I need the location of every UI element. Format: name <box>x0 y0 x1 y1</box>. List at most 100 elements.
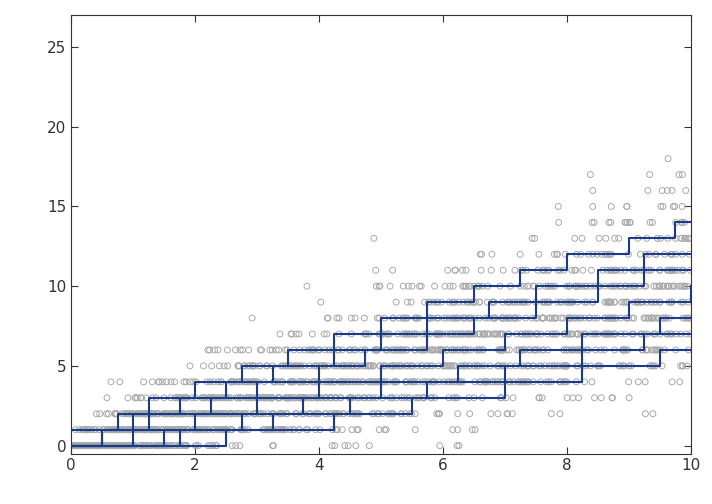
Point <box>173 410 184 418</box>
Point <box>73 442 84 450</box>
Point <box>430 330 441 338</box>
Point <box>379 378 390 386</box>
Point <box>210 442 221 450</box>
Point <box>480 314 491 322</box>
Point <box>645 266 656 274</box>
Point <box>294 346 305 354</box>
Point <box>332 426 343 434</box>
Point <box>160 410 172 418</box>
Point <box>400 362 412 370</box>
Point <box>235 394 246 402</box>
Point <box>140 426 152 434</box>
Point <box>611 282 622 290</box>
Point <box>683 234 694 242</box>
Point <box>389 378 401 386</box>
Point <box>337 362 349 370</box>
Point <box>519 346 530 354</box>
Point <box>482 282 493 290</box>
Point <box>380 330 392 338</box>
Point <box>494 282 506 290</box>
Point <box>447 426 459 434</box>
Point <box>505 282 516 290</box>
Point <box>90 442 101 450</box>
Point <box>273 394 285 402</box>
Point <box>640 250 651 259</box>
Point <box>175 426 187 434</box>
Point <box>293 394 305 402</box>
Point <box>401 378 412 386</box>
Point <box>202 410 214 418</box>
Point <box>444 314 456 322</box>
Point <box>248 410 259 418</box>
Point <box>123 442 135 450</box>
Point <box>609 266 620 274</box>
Point <box>101 394 112 402</box>
Point <box>115 426 127 434</box>
Point <box>101 442 112 450</box>
Point <box>120 426 132 434</box>
Point <box>194 426 206 434</box>
Point <box>642 330 653 338</box>
Point <box>540 282 551 290</box>
Point <box>347 362 359 370</box>
Point <box>352 394 363 402</box>
Point <box>225 410 236 418</box>
Point <box>377 378 388 386</box>
Point <box>453 298 464 306</box>
Point <box>542 298 553 306</box>
Point <box>254 362 266 370</box>
Point <box>429 282 440 290</box>
Point <box>464 394 475 402</box>
Point <box>447 330 459 338</box>
Point <box>376 330 387 338</box>
Point <box>77 442 88 450</box>
Point <box>409 346 420 354</box>
Point <box>548 314 560 322</box>
Point <box>619 266 631 274</box>
Point <box>108 442 119 450</box>
Point <box>303 394 315 402</box>
Point <box>599 346 610 354</box>
Point <box>126 442 137 450</box>
Point <box>352 410 363 418</box>
Point <box>496 378 508 386</box>
Point <box>313 410 324 418</box>
Point <box>543 378 555 386</box>
Point <box>657 282 669 290</box>
Point <box>346 362 357 370</box>
Point <box>682 314 693 322</box>
Point <box>662 266 674 274</box>
Point <box>216 426 227 434</box>
Point <box>286 330 297 338</box>
Point <box>224 410 236 418</box>
Point <box>629 282 640 290</box>
Point <box>120 442 131 450</box>
Point <box>313 410 324 418</box>
Point <box>517 298 528 306</box>
Point <box>337 426 348 434</box>
Point <box>637 346 648 354</box>
Point <box>632 234 644 242</box>
Point <box>438 378 449 386</box>
Point <box>595 362 606 370</box>
Point <box>239 362 251 370</box>
Point <box>208 410 219 418</box>
Point <box>78 426 89 434</box>
Point <box>90 442 102 450</box>
Point <box>106 442 117 450</box>
Point <box>288 378 299 386</box>
Point <box>432 298 444 306</box>
Point <box>377 394 388 402</box>
Point <box>498 346 509 354</box>
Point <box>405 362 417 370</box>
Point <box>73 442 85 450</box>
Point <box>669 266 681 274</box>
Point <box>136 394 147 402</box>
Point <box>359 330 370 338</box>
Point <box>454 346 466 354</box>
Point <box>525 346 536 354</box>
Point <box>122 410 134 418</box>
Point <box>331 314 342 322</box>
Point <box>558 330 570 338</box>
Point <box>604 250 615 259</box>
